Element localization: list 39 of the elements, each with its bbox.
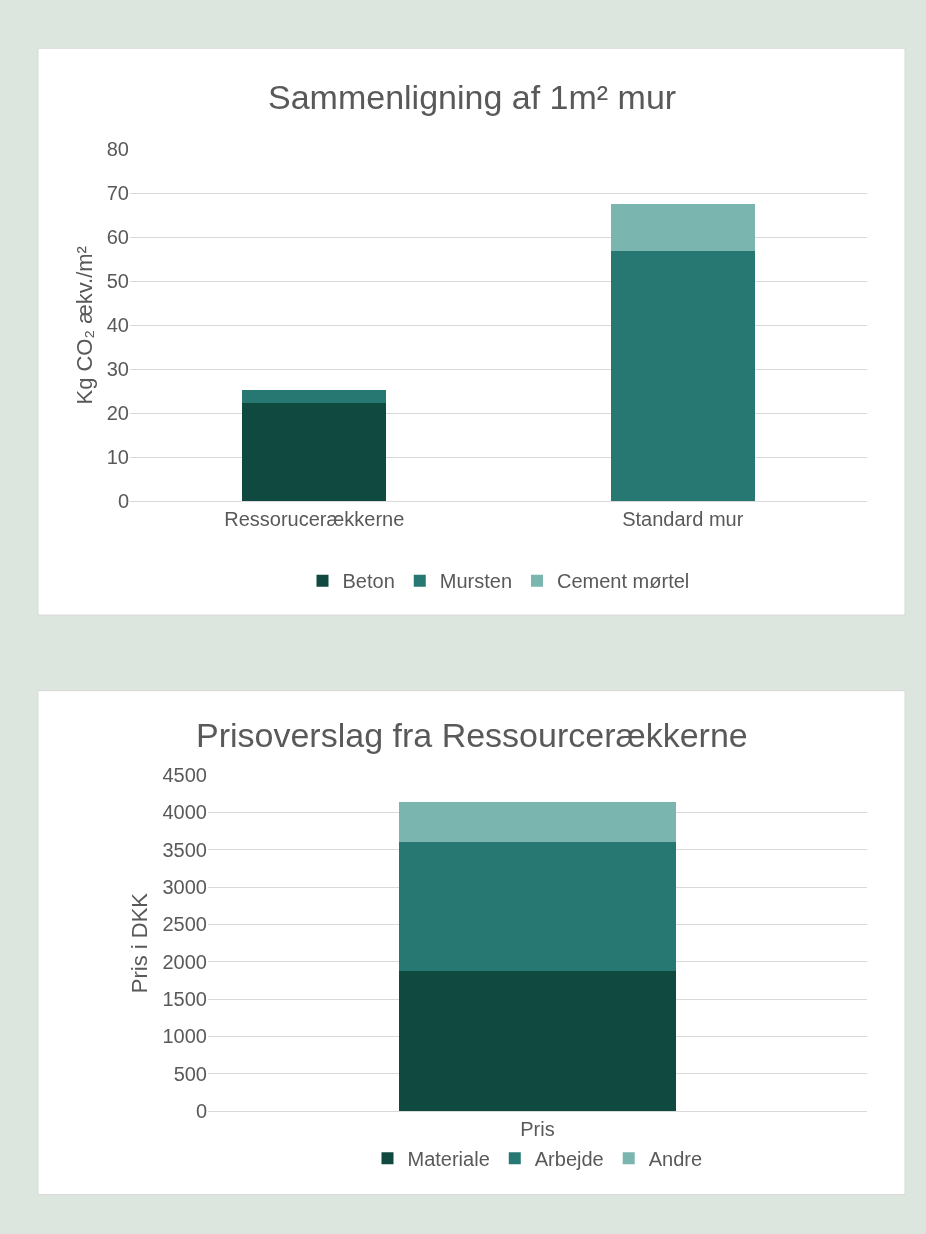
bar bbox=[399, 842, 676, 971]
x-tick-label: Standard mur bbox=[622, 508, 744, 531]
y-tick-label: 0 bbox=[117, 490, 129, 513]
y-tick-label: 30 bbox=[106, 358, 129, 381]
legend-label: Andre bbox=[648, 1147, 703, 1170]
y-tick-label: 1500 bbox=[162, 988, 207, 1011]
y-tick-label: 3000 bbox=[162, 876, 207, 899]
y-tick-label: 1000 bbox=[162, 1025, 207, 1048]
y-tick-label: 3500 bbox=[162, 838, 207, 861]
y-tick-label: 500 bbox=[173, 1062, 207, 1085]
chart-title: Prisoverslag fra Ressourcerækkerne bbox=[196, 716, 748, 754]
y-axis-title: Kg CO₂ ækv./m² bbox=[71, 246, 97, 405]
y-tick-label: 10 bbox=[106, 446, 129, 469]
x-tick-label: Pris bbox=[520, 1118, 555, 1141]
y-tick-label: 60 bbox=[106, 226, 129, 249]
y-tick-label: 2500 bbox=[162, 913, 207, 936]
y-axis-title: Pris i DKK bbox=[127, 892, 153, 994]
y-tick-label: 50 bbox=[106, 270, 129, 293]
y-tick-label: 70 bbox=[106, 182, 129, 205]
legend-label: Mursten bbox=[439, 570, 513, 593]
bar bbox=[399, 802, 676, 843]
y-tick-label: 0 bbox=[195, 1100, 207, 1123]
legend-label: Beton bbox=[342, 570, 395, 593]
bar bbox=[610, 251, 755, 502]
x-tick-label: Ressorucerækkerne bbox=[224, 508, 405, 531]
legend-label: Cement mørtel bbox=[557, 570, 690, 593]
chart-title: Sammenligning af 1m² mur bbox=[268, 78, 677, 116]
y-tick-label: 4500 bbox=[162, 764, 207, 787]
bar bbox=[242, 390, 387, 403]
legend-label: Arbejde bbox=[534, 1147, 604, 1170]
y-tick-label: 80 bbox=[106, 138, 129, 161]
bar bbox=[399, 970, 676, 1112]
y-tick-label: 4000 bbox=[162, 801, 207, 824]
y-tick-label: 40 bbox=[106, 314, 129, 337]
legend-label: Materiale bbox=[407, 1147, 490, 1170]
bar bbox=[242, 402, 387, 502]
y-tick-label: 2000 bbox=[162, 950, 207, 973]
y-tick-label: 20 bbox=[106, 402, 129, 425]
bar bbox=[610, 204, 755, 252]
